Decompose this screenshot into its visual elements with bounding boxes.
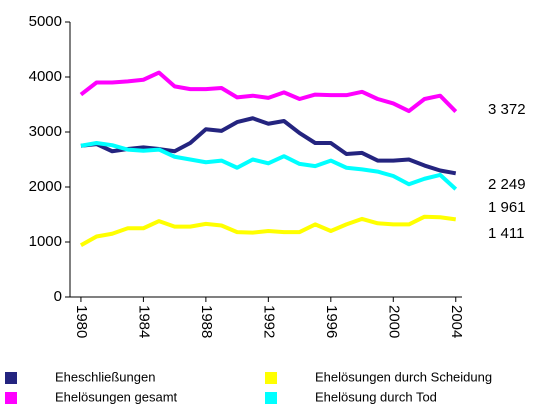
x-tick-label: 1988 [198, 305, 215, 338]
series-line [79, 214, 457, 248]
x-tick-label: 1980 [73, 305, 90, 338]
y-tick-label: 5000 [29, 13, 62, 30]
x-tick-label: 1996 [323, 305, 340, 338]
legend-label: Ehelösungen gesamt [55, 389, 178, 404]
x-tick-label: 1992 [260, 305, 277, 338]
series-line [80, 116, 457, 176]
value-label: 3 372 [488, 101, 526, 118]
y-tick-label: 1000 [29, 233, 62, 250]
y-tick-label: 2000 [29, 178, 62, 195]
legend-swatch [265, 392, 277, 404]
legend-label: Ehelösungen durch Scheidung [315, 369, 492, 384]
legend-label: Ehelösung durch Tod [315, 389, 437, 404]
x-tick-label: 1984 [135, 305, 152, 338]
legend-label: Eheschließungen [55, 369, 155, 384]
y-tick-label: 4000 [29, 68, 62, 85]
x-tick-label: 2004 [448, 305, 465, 338]
y-tick-label: 3000 [29, 123, 62, 140]
legend-swatch [5, 392, 17, 404]
x-tick-label: 2000 [385, 305, 402, 338]
series-line [79, 70, 458, 114]
value-label: 1 411 [488, 225, 524, 242]
value-label: 2 249 [488, 176, 526, 193]
y-tick-label: 0 [54, 288, 62, 305]
legend-swatch [5, 372, 17, 384]
legend-swatch [265, 372, 277, 384]
series-line [80, 141, 458, 191]
value-label: 1 961 [488, 199, 526, 216]
